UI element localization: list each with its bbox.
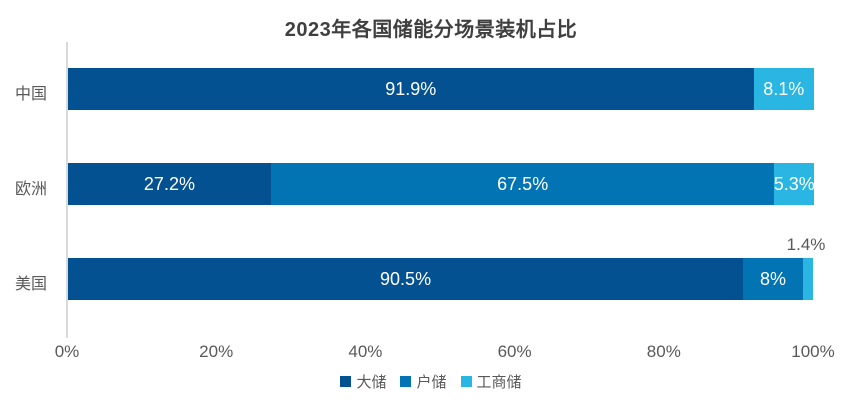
bar-segment: 67.5% <box>270 163 775 205</box>
segment-label: 5.3% <box>773 173 815 194</box>
segment-label-outside: 1.4% <box>786 235 826 254</box>
bar-segment: 91.9% <box>68 68 754 110</box>
segment-label: 27.2% <box>143 173 195 194</box>
legend: 大储 户储 工商储 <box>0 371 862 392</box>
legend-label: 大储 <box>356 374 387 391</box>
segment-label: 67.5% <box>497 173 549 194</box>
bar-segment: 8% <box>743 258 803 300</box>
bar-row: 27.2% 67.5% 5.3% <box>68 163 815 205</box>
bar-segment: 5.3% <box>773 163 815 205</box>
x-axis-tick-label: 20% <box>199 342 234 361</box>
x-axis-tick-label: 60% <box>497 342 532 361</box>
legend-swatch <box>460 376 472 387</box>
y-axis-line <box>66 42 68 338</box>
chart-title: 2023年各国储能分场景装机占比 <box>284 19 578 41</box>
segment-label: 91.9% <box>385 78 437 99</box>
bar-segment: 8.1% <box>753 68 814 110</box>
x-axis-tick-label: 80% <box>646 342 681 361</box>
x-axis-tick-label: 40% <box>348 342 383 361</box>
segment-label: 8% <box>759 268 786 289</box>
x-axis-tick-label: 100% <box>791 342 835 361</box>
category-label: 中国 <box>14 86 47 103</box>
legend-item: 工商储 <box>460 371 522 392</box>
bar-row: 90.5% 8% <box>68 258 814 300</box>
legend-item: 大储 <box>340 371 386 392</box>
segment-label: 8.1% <box>763 78 805 99</box>
bar-segment <box>802 258 814 300</box>
legend-item: 户储 <box>400 371 447 392</box>
category-label: 美国 <box>14 276 47 293</box>
bar-segment: 90.5% <box>68 258 744 300</box>
category-label: 欧洲 <box>14 181 47 198</box>
segment-label: 90.5% <box>380 268 432 289</box>
legend-swatch <box>400 376 412 387</box>
bar-row: 91.9% 8.1% <box>68 68 814 110</box>
x-axis-tick-label: 0% <box>54 342 80 361</box>
legend-swatch <box>340 376 352 387</box>
legend-label: 户储 <box>416 374 447 391</box>
legend-label: 工商储 <box>476 374 522 391</box>
bar-segment: 27.2% <box>68 163 271 205</box>
